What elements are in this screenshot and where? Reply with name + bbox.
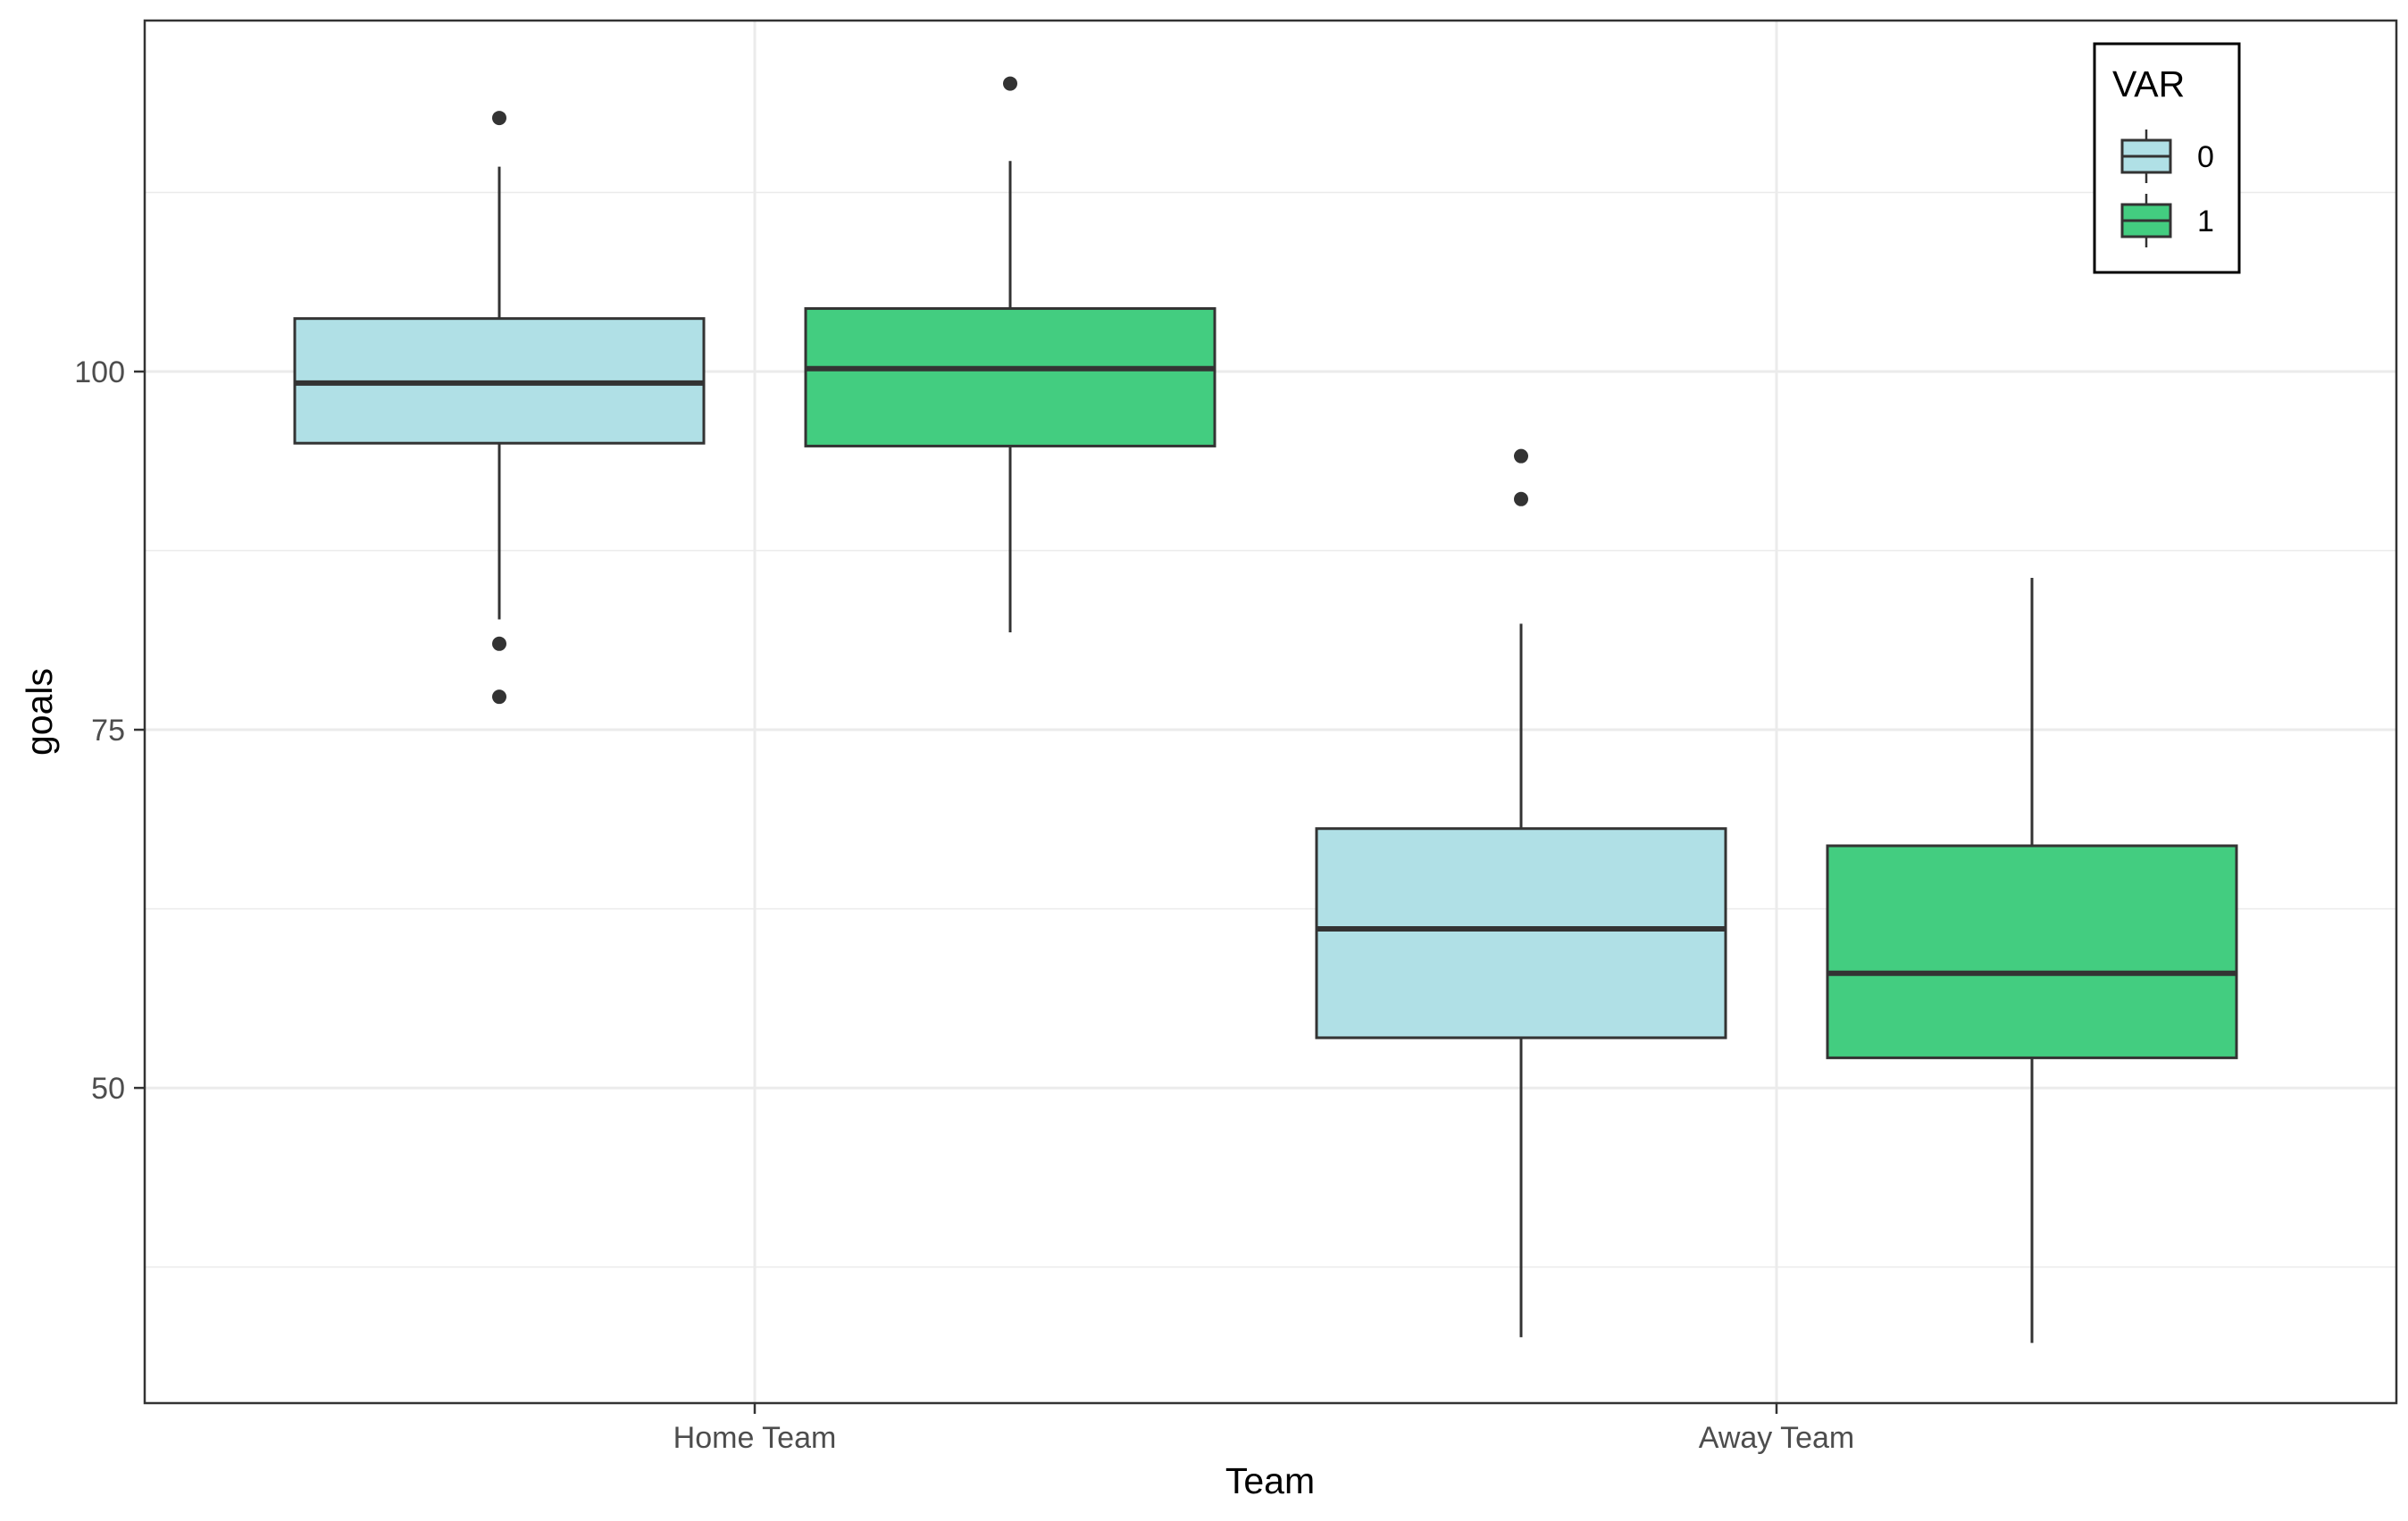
box-away-team-var-0	[1315, 448, 1727, 1338]
box-iqr	[1315, 827, 1727, 1040]
y-tick-label: 100	[74, 355, 125, 389]
x-tick-label: Away Team	[1699, 1421, 1855, 1455]
x-axis-title: Team	[1225, 1460, 1315, 1501]
box-iqr	[804, 306, 1217, 447]
box-series	[293, 76, 2238, 1343]
outlier-point	[492, 689, 506, 705]
legend: VAR 01	[2093, 42, 2241, 274]
x-tick-label: Home Team	[673, 1421, 837, 1455]
outlier-point	[1514, 491, 1528, 506]
outlier-point	[1003, 76, 1017, 91]
legend-title: VAR	[2112, 63, 2185, 104]
outlier-point	[492, 111, 506, 126]
legend-key-0: 0	[2120, 130, 2214, 183]
y-axis-title: goals	[19, 668, 60, 756]
y-tick-label: 50	[91, 1072, 125, 1106]
legend-keys: 01	[2120, 130, 2214, 247]
box-iqr	[1826, 844, 2238, 1059]
axes: 50 75 100 Home Team Away Team	[74, 355, 1854, 1455]
box-home-team-var-1	[804, 76, 1217, 632]
legend-key-1: 1	[2120, 194, 2214, 247]
box-home-team-var-0	[293, 111, 706, 705]
box-away-team-var-1	[1826, 578, 2238, 1343]
outlier-point	[492, 636, 506, 651]
legend-label: 0	[2197, 140, 2214, 174]
outlier-point	[1514, 448, 1528, 464]
plot-panel-border	[143, 19, 2398, 1405]
legend-label: 1	[2197, 205, 2214, 238]
y-tick-label: 75	[91, 714, 125, 748]
